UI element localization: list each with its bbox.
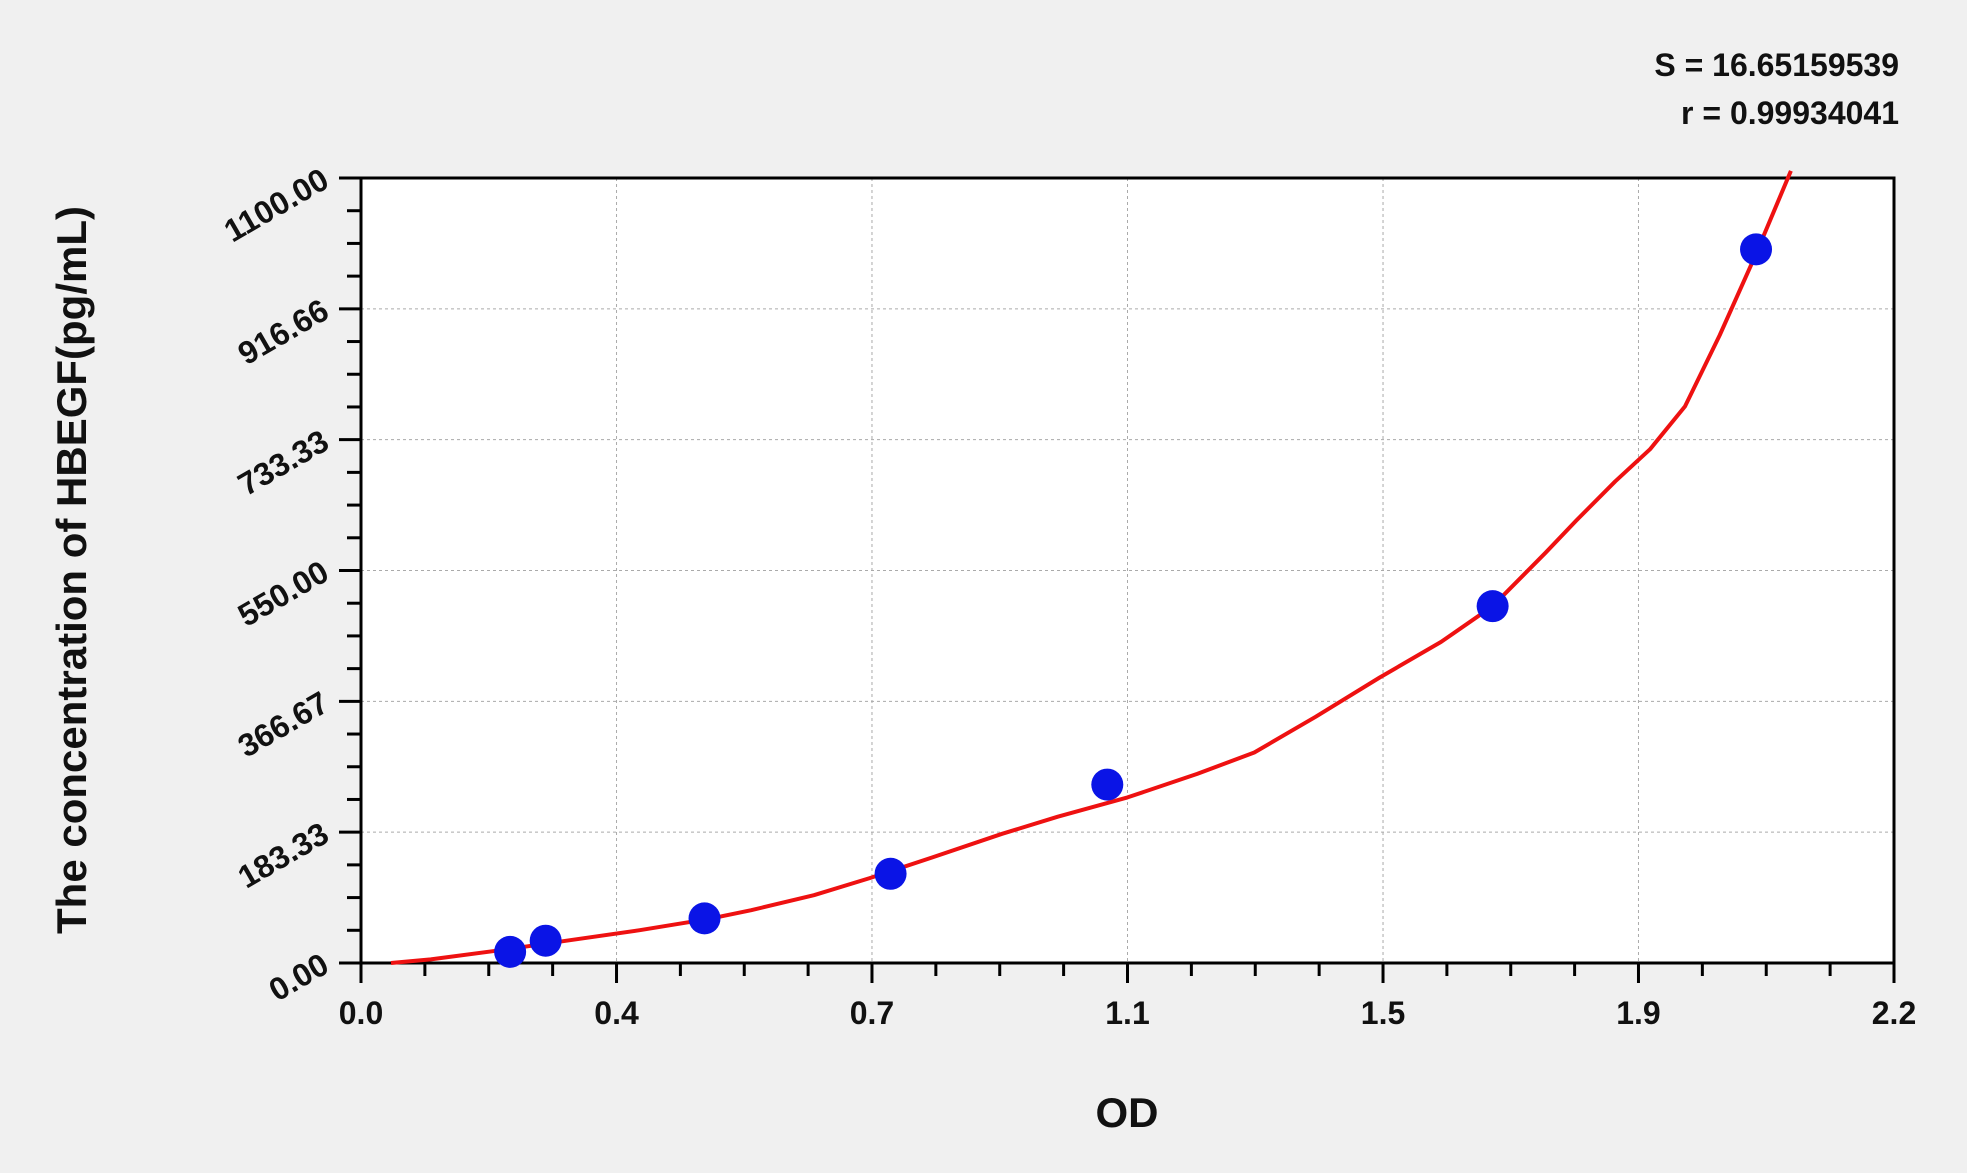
data-point (529, 924, 562, 957)
x-tick-label: 1.1 (1105, 995, 1149, 1031)
axis-ticks (339, 176, 1896, 983)
plot-frame (359, 176, 1896, 965)
y-tick-label: 0.00 (263, 946, 335, 1008)
x-axis-label: OD (1096, 1089, 1159, 1136)
data-point (874, 857, 907, 890)
y-tick-label: 366.67 (232, 684, 335, 764)
fit-curve-line (390, 170, 1793, 965)
annotation-s: S = 16.65159539 (1654, 47, 1899, 83)
y-tick-label: 733.33 (232, 423, 335, 503)
x-tick-label: 1.5 (1361, 995, 1405, 1031)
data-point (1476, 590, 1509, 623)
grid-lines (361, 178, 1894, 963)
x-tick-label: 0.7 (850, 995, 894, 1031)
y-tick-label: 550.00 (232, 553, 335, 633)
data-point (1740, 233, 1773, 266)
y-axis-label: The concentration of HBEGF(pg/mL) (48, 206, 95, 934)
y-tick-label: 916.66 (232, 292, 335, 372)
fit-curve-group (390, 170, 1793, 965)
data-point (1091, 768, 1124, 801)
y-tick-label: 183.33 (232, 815, 335, 895)
x-tick-label: 0.4 (594, 995, 639, 1031)
y-tick-label: 1100.00 (218, 161, 335, 249)
x-tick-label: 1.9 (1616, 995, 1660, 1031)
data-points-group (494, 233, 1773, 968)
x-tick-label: 2.2 (1872, 995, 1916, 1031)
data-point (688, 902, 721, 935)
data-point (494, 935, 527, 968)
annotation-r: r = 0.99934041 (1681, 95, 1899, 131)
x-tick-label: 0.0 (339, 995, 383, 1031)
